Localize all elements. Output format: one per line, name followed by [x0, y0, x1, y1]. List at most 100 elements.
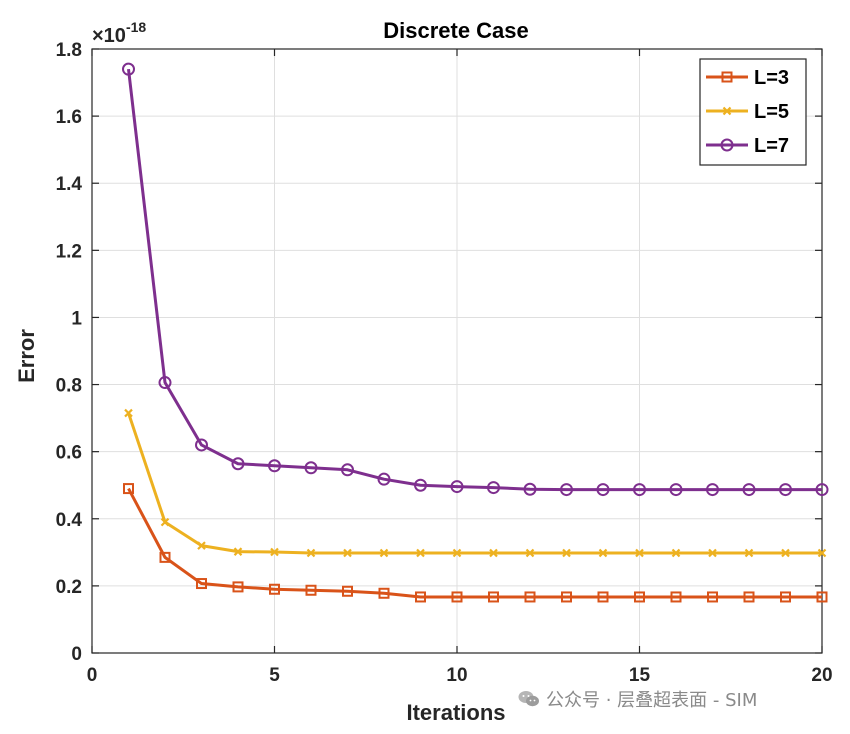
legend-marker [720, 138, 734, 152]
y-tick-label: 1.4 [56, 174, 83, 195]
data-point-stroke [343, 548, 352, 558]
data-point [268, 459, 281, 473]
data-point [305, 584, 317, 596]
data-point [123, 483, 134, 495]
watermark: 公众号 · 层叠超表面 - SIM [518, 686, 757, 712]
legend-marker [722, 106, 732, 116]
data-point [195, 438, 208, 452]
data-point [596, 483, 610, 497]
y-tick-label: 1.2 [56, 241, 82, 262]
data-point-stroke [598, 548, 608, 558]
data-point-stroke [197, 541, 206, 550]
x-tick-label: 5 [269, 665, 280, 686]
data-point [488, 591, 499, 603]
data-point-stroke [416, 548, 425, 558]
data-point [341, 463, 354, 477]
data-point [635, 548, 644, 558]
data-point-stroke [124, 408, 133, 418]
data-point [708, 548, 717, 558]
data-point-stroke [781, 548, 790, 558]
data-point [160, 517, 170, 527]
y-tick-label: 1.6 [56, 107, 82, 128]
data-point-stroke [562, 548, 571, 558]
data-point [124, 408, 133, 418]
data-point [597, 591, 609, 603]
chart-title: Discrete Case [383, 18, 529, 43]
data-point-stroke [744, 548, 754, 558]
data-point [450, 480, 464, 494]
y-tick-label: 1.8 [56, 40, 82, 61]
data-point [707, 591, 718, 603]
data-point-stroke [671, 548, 681, 558]
data-point [706, 483, 719, 497]
data-point [633, 483, 646, 497]
x-tick-label: 15 [629, 665, 651, 686]
data-point [744, 548, 754, 558]
data-point [815, 483, 829, 497]
y-exponent-base: ×10 [92, 25, 126, 47]
data-point [451, 591, 463, 603]
legend-entry: L=3 [706, 67, 789, 89]
data-point [781, 548, 790, 558]
x-tick-label: 10 [446, 665, 467, 686]
data-point [197, 541, 206, 550]
data-point [122, 62, 135, 76]
series-layer [122, 62, 829, 603]
data-point [414, 478, 427, 492]
y-tick-label: 0.6 [56, 443, 82, 464]
data-point [378, 587, 390, 599]
legend-label: L=3 [754, 67, 789, 89]
legend-marker [721, 71, 733, 83]
data-point [560, 483, 573, 497]
data-point [416, 548, 425, 558]
data-point [306, 548, 316, 558]
axes: 0 5 10 15 20 0 0.2 0.4 0.6 0.8 1 1.2 1.4 1.6 1.8 [56, 40, 833, 686]
data-point [779, 483, 792, 497]
legend-label: L=5 [754, 101, 789, 123]
x-tick-label: 20 [811, 665, 832, 686]
y-tick-label: 1 [71, 308, 82, 329]
data-point [452, 548, 462, 558]
y-exponent: ×10-18 [92, 19, 146, 47]
data-point [743, 591, 755, 603]
data-point-stroke [270, 547, 279, 557]
data-point [304, 461, 318, 475]
watermark-text: 公众号 · 层叠超表面 - SIM [546, 690, 758, 711]
data-point [524, 591, 536, 603]
data-point-stroke [379, 548, 389, 558]
x-tick-label: 0 [87, 665, 98, 686]
y-tick-label: 0 [71, 644, 82, 665]
data-point [562, 548, 571, 558]
data-point [342, 585, 353, 597]
legend-marker-stroke [722, 106, 732, 116]
data-point-stroke [306, 548, 316, 558]
legend-entry: L=7 [706, 135, 789, 157]
data-point [196, 578, 207, 590]
data-point-stroke [525, 548, 535, 558]
legend: L=3 L=5 L=7 [699, 58, 807, 166]
data-point [523, 482, 537, 496]
data-point [379, 548, 389, 558]
series-L=5 [124, 408, 827, 558]
y-axis-title: Error [14, 329, 39, 383]
legend-label: L=7 [754, 135, 789, 157]
y-tick-label: 0.8 [56, 376, 82, 397]
series-line [127, 412, 822, 555]
data-point [158, 376, 172, 390]
data-point [415, 591, 426, 603]
data-point-stroke [160, 517, 170, 527]
data-point [159, 551, 171, 563]
data-point [232, 581, 244, 593]
y-tick-label: 0.4 [56, 510, 83, 531]
series-line [127, 487, 822, 599]
data-point [377, 472, 391, 486]
data-point [669, 483, 683, 497]
data-point [817, 548, 827, 558]
legend-entry: L=5 [706, 101, 789, 123]
data-point-stroke [817, 548, 827, 558]
data-point [671, 548, 681, 558]
y-tick-label: 0.2 [56, 577, 82, 598]
data-point [598, 548, 608, 558]
data-point-stroke [452, 548, 462, 558]
